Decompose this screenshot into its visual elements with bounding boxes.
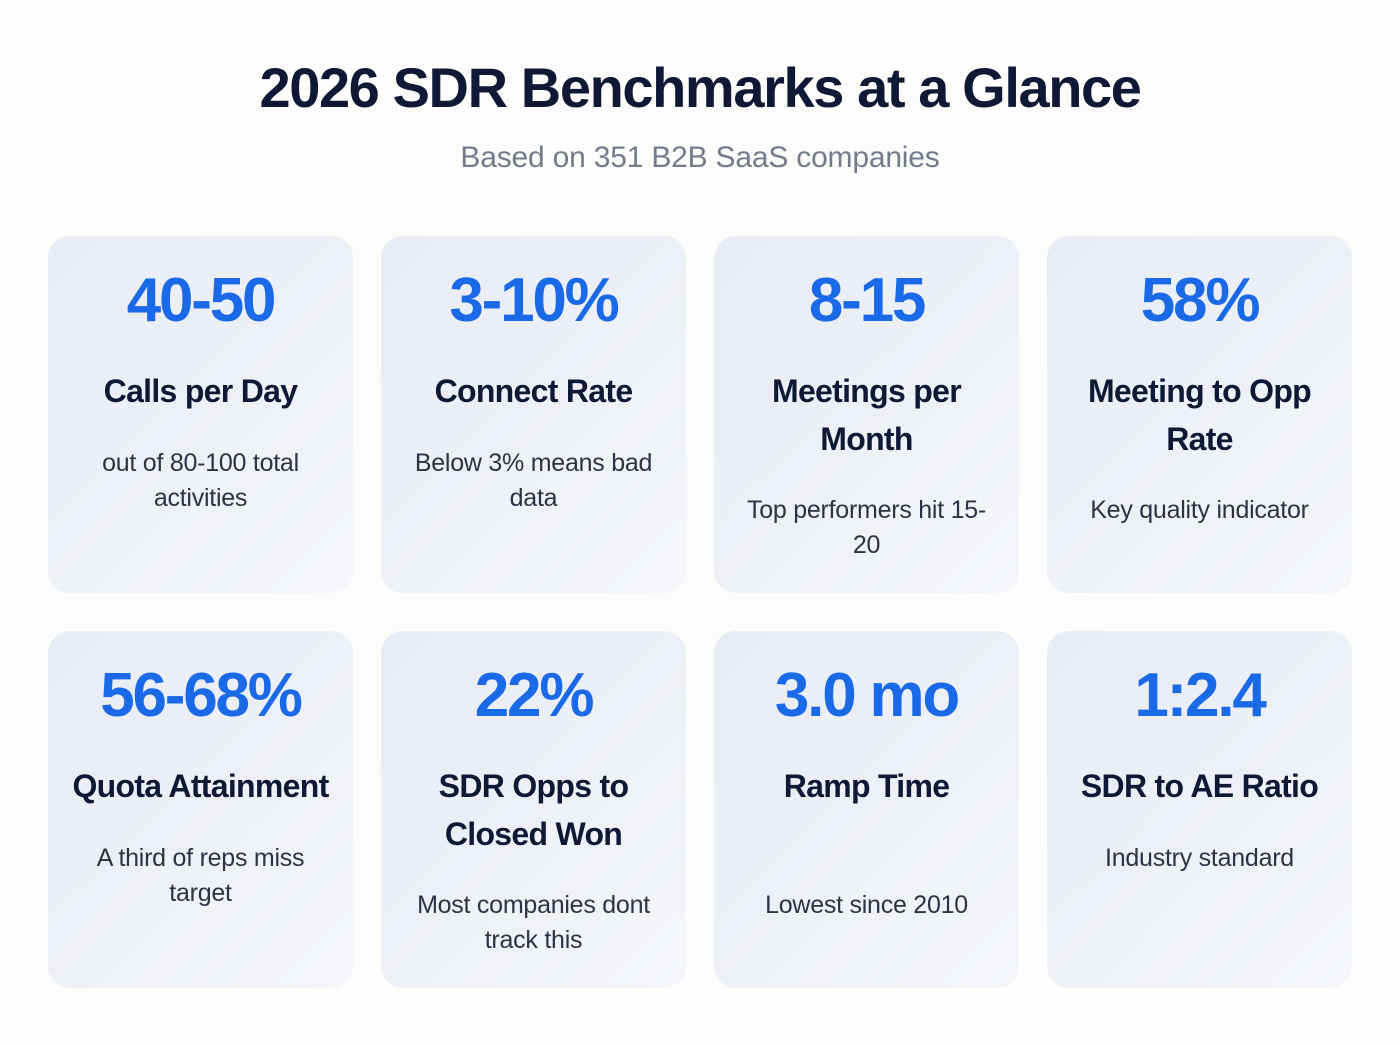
stat-label: Connect Rate: [434, 373, 634, 410]
stat-card-sdr-to-ae-ratio: 1:2.4 SDR to AE Ratio Industry standard: [1047, 631, 1352, 988]
stat-description: out of 80-100 total activities: [102, 448, 299, 512]
stat-card-meetings-per-month: 8-15 Meetings per Month Top performers h…: [714, 236, 1019, 594]
page-subtitle: Based on 351 B2B SaaS companies: [460, 141, 940, 175]
stat-value: 3-10%: [449, 266, 619, 336]
stat-card-ramp-time: 3.0 mo Ramp Time Lowest since 2010: [714, 631, 1019, 988]
stat-card-calls-per-day: 40-50 Calls per Day out of 80-100 total …: [48, 236, 353, 594]
header: 2026 SDR Benchmarks at a Glance Based on…: [48, 0, 1352, 176]
stat-value: 40-50: [126, 266, 277, 336]
stat-label: Calls per Day: [103, 373, 298, 410]
stat-label: Meeting to Opp Rate: [1087, 373, 1312, 457]
stat-card-connect-rate: 3-10% Connect Rate Below 3% means bad da…: [381, 236, 686, 594]
stat-description: Lowest since 2010: [765, 890, 968, 919]
stat-description: Top performers hit 15-20: [746, 496, 987, 560]
stat-description: A third of reps miss target: [96, 843, 305, 907]
stat-value: 56-68%: [100, 661, 303, 731]
stat-value: 8-15: [808, 266, 927, 336]
stat-label: SDR to AE Ratio: [1080, 768, 1319, 805]
stat-value: 1:2.4: [1134, 661, 1267, 731]
stat-description: Industry standard: [1105, 843, 1294, 872]
stat-label: Quota Attainment: [72, 768, 329, 805]
stat-value: 58%: [1140, 266, 1261, 336]
stat-description: Key quality indicator: [1090, 496, 1309, 525]
stat-label: Ramp Time: [783, 768, 950, 805]
stat-card-sdr-opps-to-closed-won: 22% SDR Opps to Closed Won Most companie…: [381, 631, 686, 988]
page-title: 2026 SDR Benchmarks at a Glance: [259, 56, 1141, 119]
stat-card-meeting-to-opp-rate: 58% Meeting to Opp Rate Key quality indi…: [1047, 236, 1352, 594]
stat-card-quota-attainment: 56-68% Quota Attainment A third of reps …: [48, 631, 353, 988]
stat-description: Below 3% means bad data: [414, 448, 653, 512]
stat-label: Meetings per Month: [772, 373, 962, 457]
stat-label: SDR Opps to Closed Won: [438, 768, 629, 852]
stat-value: 22%: [474, 661, 595, 731]
stat-description: Most companies dont track this: [417, 890, 650, 954]
stats-grid: 40-50 Calls per Day out of 80-100 total …: [48, 236, 1352, 988]
stat-value: 3.0 mo: [774, 661, 960, 731]
